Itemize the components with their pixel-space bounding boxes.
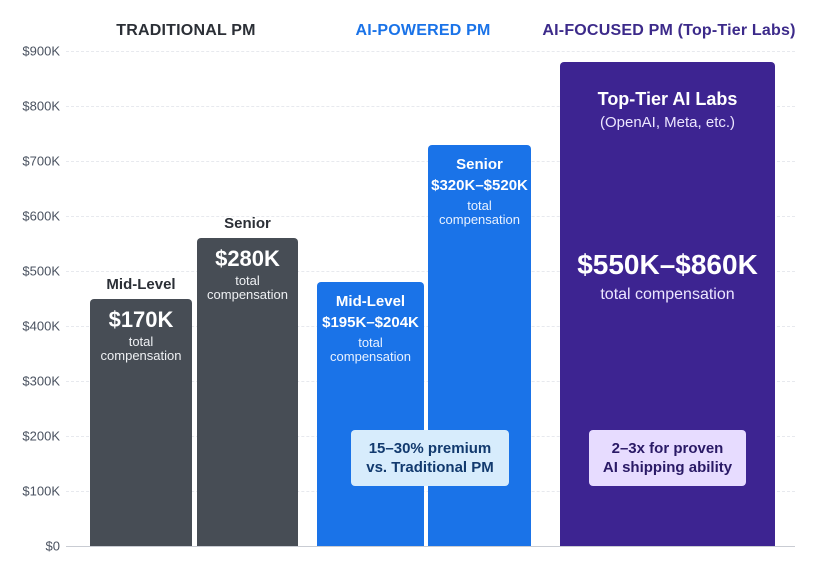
bar-value-label: $195K–$204K xyxy=(322,314,419,331)
x-axis-line xyxy=(66,546,795,547)
bar-sub-label: total compensation xyxy=(100,333,182,363)
bar-name-label: Top-Tier AI Labs xyxy=(597,89,738,109)
y-tick-label: $700K xyxy=(22,153,60,169)
bar-name-label: Senior xyxy=(456,155,503,173)
y-tick-label: $900K xyxy=(22,43,60,59)
y-tick-label: $800K xyxy=(22,98,60,114)
y-tick-label: $0 xyxy=(45,538,60,554)
bar-value-label: $280K xyxy=(215,246,280,271)
bar-sub-label: total compensation xyxy=(439,197,520,227)
y-tick-label: $200K xyxy=(22,428,60,444)
y-tick-label: $400K xyxy=(22,318,60,334)
group-note-box: 2–3x for proven AI shipping ability xyxy=(589,430,746,486)
gridline xyxy=(66,51,795,52)
y-tick-label: $500K xyxy=(22,263,60,279)
bar-sub-label: total compensation xyxy=(330,335,411,365)
bar-name-label: Mid-Level xyxy=(106,275,176,293)
bar-value-label: $320K–$520K xyxy=(431,176,528,194)
bar-value-label: $550K–$860K xyxy=(577,249,758,280)
bar-sub-label: total compensation xyxy=(600,286,735,303)
bar-sub-label: total compensation xyxy=(207,273,288,303)
bar-name-label: Senior xyxy=(224,215,271,232)
bar-name-label: Mid-Level xyxy=(335,293,406,310)
gridline xyxy=(66,106,795,107)
y-tick-label: $300K xyxy=(22,373,60,389)
bar xyxy=(317,282,424,546)
group-note-box: 15–30% premium vs. Traditional PM xyxy=(351,430,509,486)
y-tick-label: $600K xyxy=(22,208,60,224)
group-title: TRADITIONAL PM xyxy=(116,22,256,39)
bar-value-label: $170K xyxy=(108,306,174,332)
bar xyxy=(197,238,298,546)
group-title: AI-FOCUSED PM (Top-Tier Labs) xyxy=(542,22,796,39)
y-tick-label: $100K xyxy=(22,483,60,499)
bar-name-sub-label: (OpenAI, Meta, etc.) xyxy=(599,114,736,131)
group-title: AI-POWERED PM xyxy=(355,22,491,39)
bar xyxy=(90,298,192,546)
